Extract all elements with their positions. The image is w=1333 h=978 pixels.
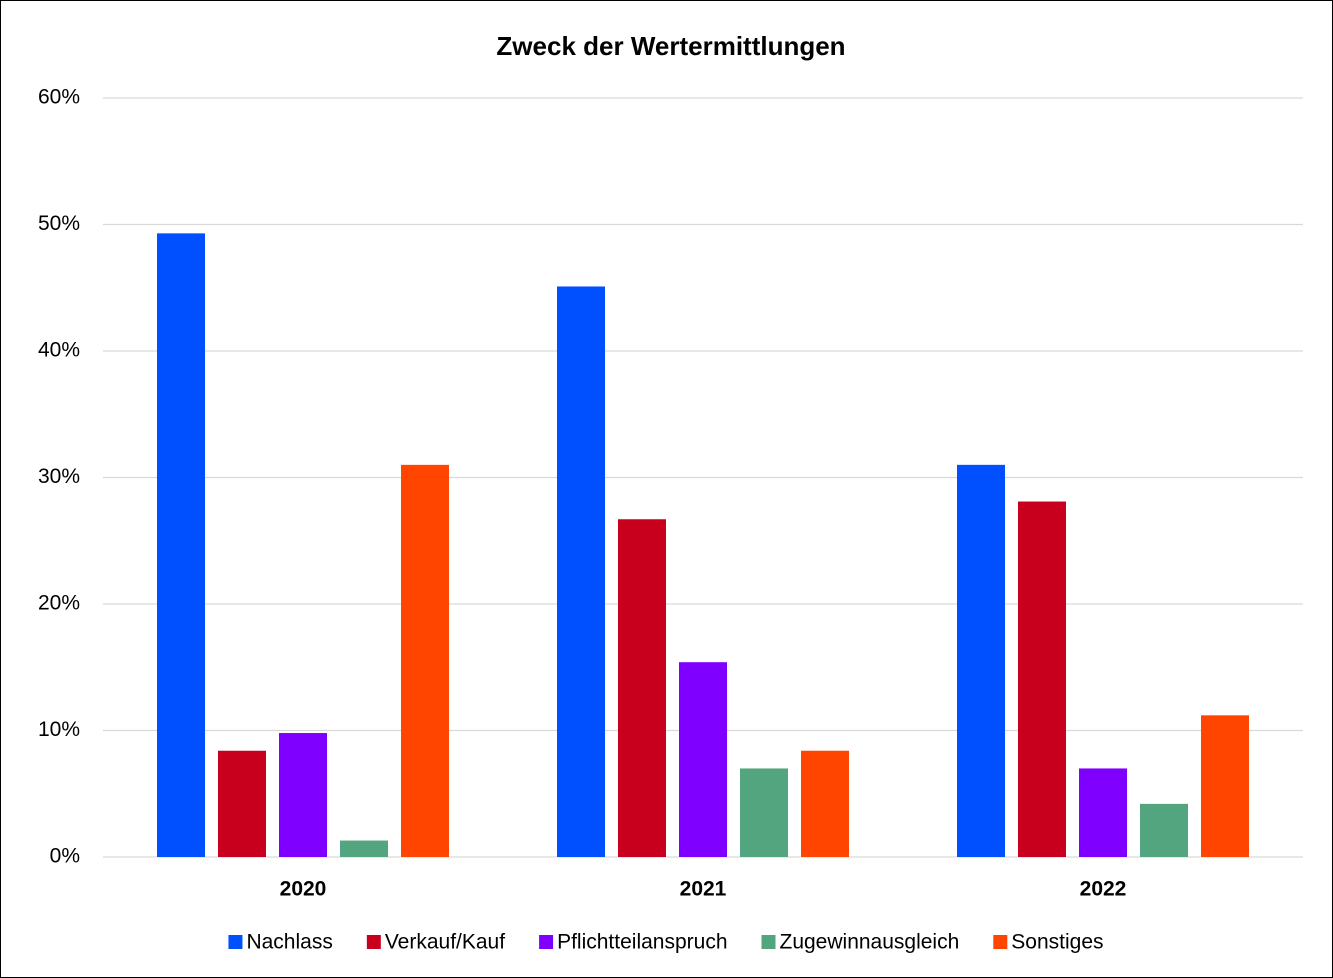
legend-swatch [761,935,776,949]
legend-swatch [366,935,381,949]
x-tick-label: 2020 [280,878,327,901]
bar [157,233,205,858]
bar [1201,715,1249,857]
bar [1140,803,1188,857]
bar [340,840,388,857]
y-tick-label: 50% [38,212,80,235]
bar [279,733,327,857]
legend-label: Sonstiges [1011,931,1103,954]
legend-label: Verkauf/Kauf [385,931,505,954]
legend-swatch [993,935,1008,949]
y-tick-label: 30% [38,465,80,488]
x-tick-label: 2022 [1080,878,1127,901]
legend-label: Nachlass [246,931,332,954]
legend-label: Zugewinnausgleich [780,931,960,954]
chart-title: Zweck der Wertermittlungen [496,31,845,61]
bar [679,662,727,857]
bar [401,464,449,857]
y-tick-label: 60% [38,86,80,109]
bar [801,750,849,857]
y-tick-label: 20% [38,592,80,615]
bar [740,768,788,857]
bar [1018,501,1066,857]
bar [957,464,1005,857]
y-tick-label: 10% [38,718,80,741]
legend-label: Pflichtteilanspruch [557,931,727,954]
y-tick-label: 0% [50,845,80,868]
bar [557,286,605,857]
bar [1079,768,1127,857]
x-tick-label: 2021 [680,878,727,901]
bar [618,519,666,857]
legend-swatch [539,935,554,949]
legend-swatch [228,935,243,949]
bar [218,750,266,857]
y-tick-label: 40% [38,339,80,362]
